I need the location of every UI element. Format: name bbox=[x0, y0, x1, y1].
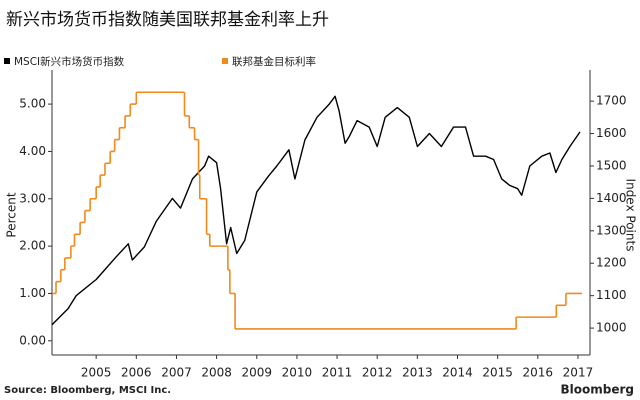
series-line bbox=[51, 95, 581, 326]
x-tick-label: 2013 bbox=[402, 366, 433, 380]
y-tick-label: 1.00 bbox=[19, 286, 46, 300]
y2-tick-label: 1700 bbox=[596, 94, 627, 108]
legend-swatch bbox=[222, 58, 228, 64]
x-tick-label: 2006 bbox=[121, 366, 152, 380]
x-tick-label: 2011 bbox=[322, 366, 353, 380]
y-tick-label: 3.00 bbox=[19, 191, 46, 205]
chart-title: 新兴市场货币指数随美国联邦基金利率上升 bbox=[6, 10, 329, 30]
source: Source: Bloomberg, MSCI Inc. bbox=[4, 385, 171, 396]
x-tick-label: 2014 bbox=[442, 366, 473, 380]
legend-label: MSCI新兴市场货币指数 bbox=[14, 55, 125, 68]
x-tick-label: 2012 bbox=[362, 366, 393, 380]
y-tick-label: 5.00 bbox=[19, 97, 46, 111]
y2-axis-label: Index Points bbox=[624, 179, 638, 252]
y-axis-label: Percent bbox=[5, 192, 19, 237]
y2-tick-label: 1600 bbox=[596, 126, 627, 140]
x-tick-label: 2017 bbox=[563, 366, 594, 380]
x-tick-label: 2010 bbox=[282, 366, 313, 380]
legend-label: 联邦基金目标利率 bbox=[232, 55, 316, 68]
y-tick-label: 4.00 bbox=[19, 144, 46, 158]
x-tick-label: 2008 bbox=[201, 366, 232, 380]
x-tick-label: 2007 bbox=[161, 366, 192, 380]
y-tick-label: 0.00 bbox=[19, 333, 46, 347]
x-tick-label: 2015 bbox=[482, 366, 513, 380]
x-tick-label: 2005 bbox=[81, 366, 112, 380]
legend-swatch bbox=[4, 58, 10, 64]
y2-tick-label: 1200 bbox=[596, 256, 627, 270]
y2-tick-label: 1300 bbox=[596, 223, 627, 237]
y-tick-label: 2.00 bbox=[19, 239, 46, 253]
y2-tick-label: 1400 bbox=[596, 191, 627, 205]
x-tick-label: 2009 bbox=[241, 366, 272, 380]
y2-tick-label: 1100 bbox=[596, 288, 627, 302]
brand: Bloomberg bbox=[561, 383, 635, 397]
y2-tick-label: 1000 bbox=[596, 321, 627, 335]
x-tick-label: 2016 bbox=[523, 366, 554, 380]
y2-tick-label: 1500 bbox=[596, 158, 627, 172]
